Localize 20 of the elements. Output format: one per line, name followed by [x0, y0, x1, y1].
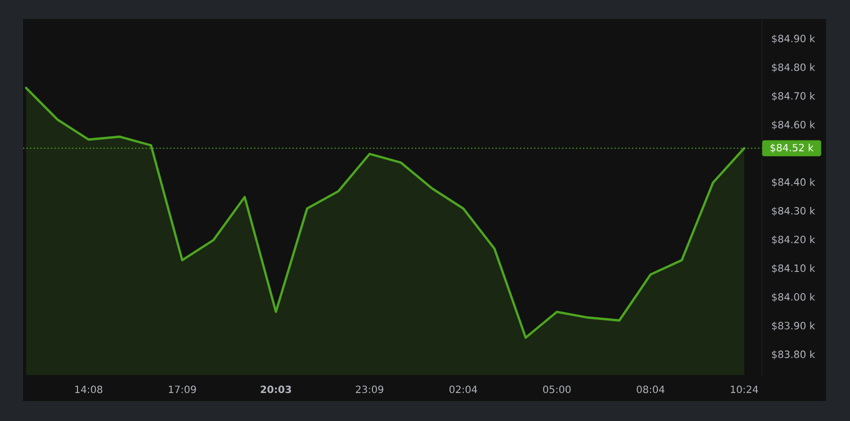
x-tick-label: 10:24 [730, 386, 758, 394]
x-tick-label: 14:08 [75, 386, 102, 394]
y-tick-label: $84.80 k [772, 63, 816, 72]
y-tick-label: $84.10 k [772, 264, 816, 274]
x-tick-label: 08:04 [636, 386, 664, 394]
x-tick-label: 20:03 [260, 386, 292, 394]
y-tick-label: $83.90 k [772, 322, 816, 331]
y-tick-label: $84.20 k [772, 236, 816, 245]
y-tick-label: $84.60 k [772, 120, 816, 130]
x-tick-label: 05:00 [543, 386, 571, 394]
y-tick-label: $84.90 k [772, 34, 816, 44]
y-tick-label: $84.00 k [772, 292, 816, 302]
y-tick-label: $83.80 k [772, 350, 816, 360]
y-tick-label: $84.40 k [772, 178, 816, 188]
x-tick-label: 02:04 [449, 386, 478, 394]
y-tick-label: $84.30 k [772, 206, 816, 216]
ref-line-label: $84.52 k [770, 144, 814, 153]
x-tick-label: 17:09 [168, 386, 196, 394]
x-tick-label: 23:09 [356, 386, 384, 394]
y-tick-label: $84.70 k [772, 92, 816, 102]
